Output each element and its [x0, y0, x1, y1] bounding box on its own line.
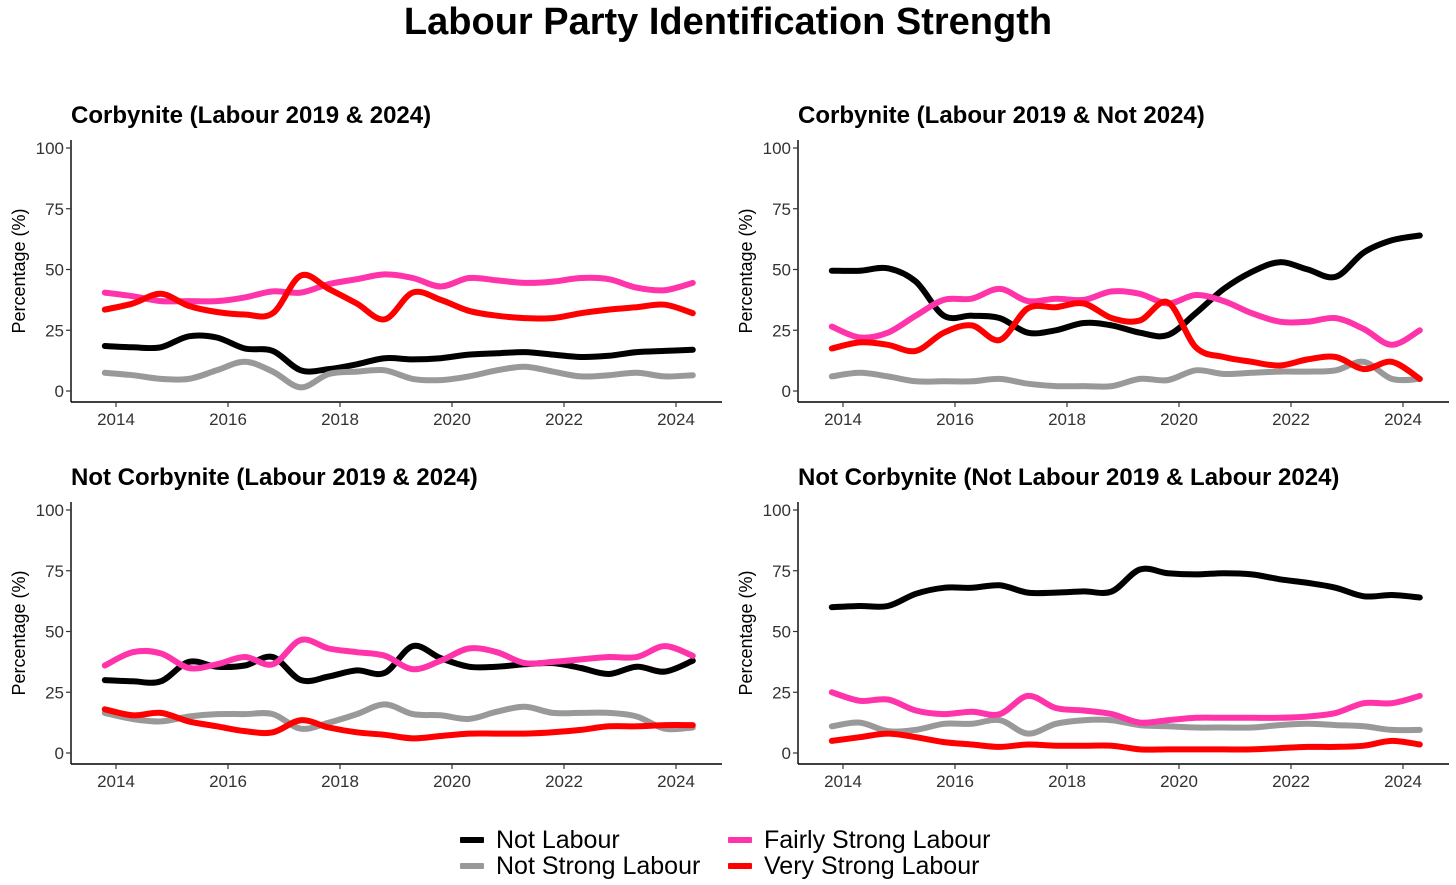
legend-item-fairly-strong-labour: Fairly Strong Labour: [728, 826, 991, 854]
legend: Not Labour Not Strong Labour Fairly Stro…: [460, 826, 1020, 882]
series-line-not-strong-labour: [828, 358, 1423, 390]
chart-grid: Corbynite (Labour 2019 & 2024) 0 25 50 75 100…: [9, 102, 1449, 791]
chart-panel-4: Not Corbynite (Not Labour 2019 & Labour …: [736, 464, 1449, 791]
y-axis-title: Percentage (%): [9, 570, 29, 695]
legend-label-not-labour: Not Labour: [496, 825, 620, 854]
y-tick-label: 100: [36, 139, 64, 158]
y-tick-label: 0: [55, 744, 64, 763]
x-tick-label: 2014: [97, 410, 135, 429]
x-tick-label: 2018: [321, 772, 359, 791]
x-tick-label: 2022: [545, 772, 583, 791]
y-tick-label: 50: [45, 261, 64, 280]
legend-item-not-strong-labour: Not Strong Labour: [460, 852, 700, 880]
legend-item-not-labour: Not Labour: [460, 826, 620, 854]
series-line-very-strong-labour: [101, 271, 696, 323]
y-tick-label: 25: [45, 683, 64, 702]
x-tick-label: 2018: [1048, 772, 1086, 791]
y-tick-label: 50: [772, 261, 791, 280]
panel-title: Not Corbynite (Labour 2019 & 2024): [71, 464, 478, 491]
x-tick-label: 2020: [433, 772, 471, 791]
legend-item-very-strong-labour: Very Strong Labour: [728, 852, 979, 880]
y-axis-title: Percentage (%): [736, 208, 756, 333]
y-tick-label: 75: [772, 200, 791, 219]
series-line-not-strong-labour: [101, 358, 696, 391]
x-tick-label: 2022: [1272, 410, 1310, 429]
legend-swatch-not-strong-labour: [460, 863, 484, 869]
series-line-fairly-strong-labour: [828, 285, 1423, 348]
chart-panel-2: Corbynite (Labour 2019 & Not 2024) 0 25 50 7…: [736, 102, 1449, 429]
y-tick-label: 25: [772, 321, 791, 340]
y-tick-label: 75: [45, 562, 64, 581]
series-line-very-strong-labour: [828, 730, 1423, 753]
x-tick-label: 2022: [1272, 772, 1310, 791]
y-tick-label: 100: [763, 501, 791, 520]
series-line-not-labour: [101, 332, 696, 375]
x-tick-label: 2014: [97, 772, 135, 791]
panel-title: Corbynite (Labour 2019 & 2024): [71, 102, 431, 129]
legend-swatch-not-labour: [460, 837, 484, 843]
y-tick-label: 50: [45, 623, 64, 642]
panel-title: Not Corbynite (Not Labour 2019 & Labour …: [798, 464, 1339, 491]
x-tick-label: 2020: [433, 410, 471, 429]
x-tick-label: 2014: [824, 410, 862, 429]
y-axis-title: Percentage (%): [9, 208, 29, 333]
x-tick-label: 2024: [657, 772, 695, 791]
y-tick-label: 100: [763, 139, 791, 158]
x-tick-label: 2022: [545, 410, 583, 429]
series-line-very-strong-labour: [101, 706, 696, 742]
legend-label-very-strong-labour: Very Strong Labour: [764, 851, 980, 880]
chart-panel-1: Corbynite (Labour 2019 & 2024) 0 25 50 75 100…: [9, 102, 722, 429]
x-tick-label: 2024: [1384, 410, 1422, 429]
legend-swatch-very-strong-labour: [728, 863, 752, 869]
x-tick-label: 2024: [1384, 772, 1422, 791]
x-tick-label: 2016: [209, 410, 247, 429]
series-line-not-strong-labour: [828, 716, 1423, 737]
x-tick-label: 2020: [1160, 410, 1198, 429]
y-tick-label: 0: [782, 744, 791, 763]
y-tick-label: 0: [55, 382, 64, 401]
y-tick-label: 0: [782, 382, 791, 401]
x-tick-label: 2014: [824, 772, 862, 791]
series-line-fairly-strong-labour: [828, 689, 1423, 726]
panel-title: Corbynite (Labour 2019 & Not 2024): [798, 102, 1205, 129]
x-tick-label: 2018: [1048, 410, 1086, 429]
x-tick-label: 2024: [657, 410, 695, 429]
series-line-very-strong-labour: [828, 298, 1423, 382]
x-tick-label: 2020: [1160, 772, 1198, 791]
y-tick-label: 25: [45, 321, 64, 340]
series-line-fairly-strong-labour: [101, 271, 696, 305]
y-tick-label: 100: [36, 501, 64, 520]
legend-label-fairly-strong-labour: Fairly Strong Labour: [764, 825, 991, 854]
x-tick-label: 2016: [936, 772, 974, 791]
series-line-not-labour: [828, 232, 1423, 340]
y-tick-label: 75: [45, 200, 64, 219]
series-line-not-labour: [101, 642, 696, 686]
page-title: Labour Party Identification Strength: [403, 1, 1053, 43]
series-line-not-labour: [828, 565, 1423, 611]
chart-panel-3: Not Corbynite (Labour 2019 & 2024) 0 25 50 7…: [9, 464, 722, 791]
series-line-fairly-strong-labour: [101, 636, 696, 673]
y-tick-label: 75: [772, 562, 791, 581]
y-tick-label: 50: [772, 623, 791, 642]
legend-label-not-strong-labour: Not Strong Labour: [496, 851, 701, 880]
x-tick-label: 2016: [936, 410, 974, 429]
y-tick-label: 25: [772, 683, 791, 702]
x-tick-label: 2018: [321, 410, 359, 429]
y-axis-title: Percentage (%): [736, 570, 756, 695]
legend-swatch-fairly-strong-labour: [728, 837, 752, 843]
series-line-not-strong-labour: [101, 701, 696, 733]
x-tick-label: 2016: [209, 772, 247, 791]
